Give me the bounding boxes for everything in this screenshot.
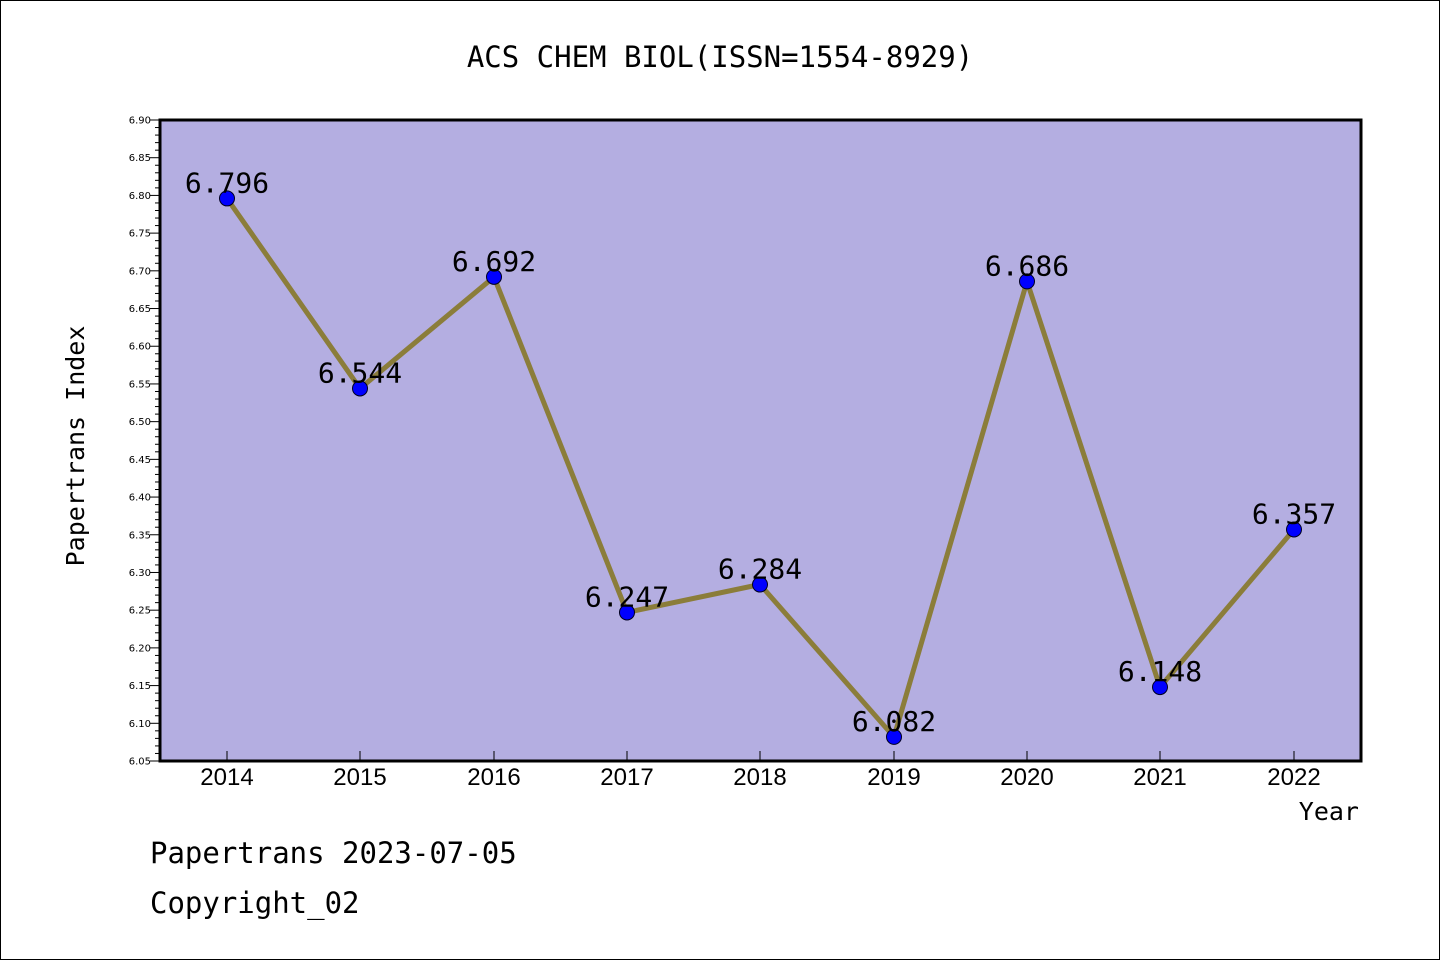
data-labels: 6.796 6.544 6.692 6.247 6.284 6.082 6.686 6.148… xyxy=(185,166,1336,737)
x-tick-label: 2015 xyxy=(333,764,386,791)
x-tick-label: 2016 xyxy=(467,764,520,791)
data-point xyxy=(1152,679,1168,696)
data-label: 6.544 xyxy=(318,356,402,389)
y-tick-label: 6.70 xyxy=(129,266,151,277)
data-label: 6.692 xyxy=(452,245,536,278)
y-tick-label: 6.15 xyxy=(129,681,151,692)
y-tick-label: 6.45 xyxy=(129,455,151,466)
y-tick-label: 6.35 xyxy=(129,530,151,541)
data-point xyxy=(1019,273,1035,290)
y-axis: 6.05 6.10 6.15 6.20 6.25 6.30 6.35 6.40 6.45 6.50… xyxy=(129,116,160,768)
data-point xyxy=(486,268,502,285)
data-point xyxy=(1286,521,1302,538)
data-point xyxy=(886,728,902,745)
chart-title: ACS CHEM BIOL(ISSN=1554-8929) xyxy=(467,40,973,74)
y-tick-label: 6.25 xyxy=(129,606,151,617)
y-tick-label: 6.85 xyxy=(129,153,151,164)
x-tick-label: 2022 xyxy=(1267,764,1320,791)
data-label: 6.247 xyxy=(585,580,669,613)
plot-area xyxy=(158,118,1363,763)
data-point xyxy=(619,604,635,621)
data-label: 6.284 xyxy=(718,553,802,586)
y-tick-label: 6.40 xyxy=(129,493,151,504)
data-label: 6.796 xyxy=(185,166,269,199)
x-tick-label: 2014 xyxy=(200,764,253,791)
data-point xyxy=(219,190,235,207)
y-tick-label: 6.60 xyxy=(129,342,151,353)
data-label: 6.148 xyxy=(1118,655,1202,688)
data-label: 6.082 xyxy=(852,705,936,738)
y-tick-label: 6.30 xyxy=(129,568,151,579)
y-tick-label: 6.75 xyxy=(129,229,151,240)
y-tick-label: 6.10 xyxy=(129,719,151,730)
y-tick-label: 6.65 xyxy=(129,304,151,315)
x-tick-label: 2017 xyxy=(600,764,653,791)
x-tick-label: 2018 xyxy=(733,764,786,791)
data-point xyxy=(352,380,368,397)
x-axis-label: Year xyxy=(1299,797,1359,826)
x-tick-label: 2019 xyxy=(867,764,920,791)
footer-copyright: Copyright_02 xyxy=(150,886,360,920)
y-tick-label: 6.55 xyxy=(129,379,151,390)
data-point xyxy=(752,576,768,593)
footer-date: Papertrans 2023-07-05 xyxy=(150,836,517,870)
data-label: 6.357 xyxy=(1252,497,1336,530)
x-axis: 2014 2015 2016 2017 2018 2019 2020 2021 2022 xyxy=(200,751,1321,791)
x-tick-label: 2021 xyxy=(1133,764,1186,791)
y-tick-label: 6.50 xyxy=(129,417,151,428)
series-line xyxy=(219,190,1302,745)
x-tick-label: 2020 xyxy=(1000,764,1053,791)
y-axis-label: Papertrans Index xyxy=(61,326,90,567)
y-tick-label: 6.05 xyxy=(129,757,151,768)
y-tick-label: 6.90 xyxy=(129,116,151,127)
y-tick-label: 6.80 xyxy=(129,191,151,202)
data-label: 6.686 xyxy=(985,249,1069,282)
y-tick-label: 6.20 xyxy=(129,643,151,654)
